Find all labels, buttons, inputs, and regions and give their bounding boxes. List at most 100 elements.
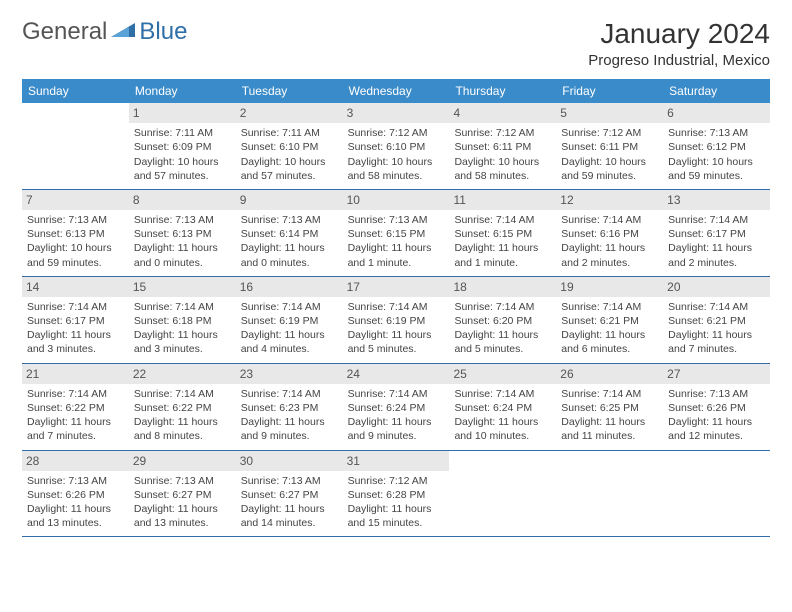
sunset-text: Sunset: 6:15 PM (454, 227, 551, 241)
location: Progreso Industrial, Mexico (588, 52, 770, 69)
daylight-text: Daylight: 10 hours and 59 minutes. (561, 155, 658, 183)
day-number: 9 (236, 190, 343, 210)
day-number: 18 (449, 277, 556, 297)
day-cell: 12Sunrise: 7:14 AMSunset: 6:16 PMDayligh… (556, 190, 663, 276)
day-number: 29 (129, 451, 236, 471)
day-cell: 23 Sunrise: 7:14 AMSunset: 6:23 PMDayligh… (236, 364, 343, 450)
day-info: Sunrise: 7:14 AMSunset: 6:17 PMDaylight:… (26, 300, 125, 357)
day-cell: 20Sunrise: 7:14 AMSunset: 6:21 PMDayligh… (663, 277, 770, 363)
day-number: 5 (556, 103, 663, 123)
daylight-text: Daylight: 10 hours and 57 minutes. (134, 155, 231, 183)
sunset-text: Sunset: 6:21 PM (561, 314, 658, 328)
day-cell: 19 Sunrise: 7:14 AMSunset: 6:21 PMDayligh… (556, 277, 663, 363)
weeks-container: 1Sunrise: 7:11 AMSunset: 6:09 PMDaylight… (22, 103, 770, 537)
sunrise-text: Sunrise: 7:13 AM (27, 213, 124, 227)
sunset-text: Sunset: 6:13 PM (134, 227, 231, 241)
sunset-text: Sunset: 6:18 PM (134, 314, 231, 328)
sunset-text: Sunset: 6:19 PM (241, 314, 338, 328)
day-number: 8 (129, 190, 236, 210)
sunrise-text: Sunrise: 7:13 AM (134, 213, 231, 227)
sunrise-text: Sunrise: 7:12 AM (348, 474, 445, 488)
daylight-text: Daylight: 11 hours and 15 minutes. (348, 502, 445, 530)
day-number: 15 (129, 277, 236, 297)
day-cell: 3Sunrise: 7:12 AMSunset: 6:10 PMDaylight… (343, 103, 450, 189)
day-info: Sunrise: 7:14 AMSunset: 6:22 PMDaylight:… (133, 387, 232, 444)
sunrise-text: Sunrise: 7:14 AM (454, 387, 551, 401)
day-cell: 22Sunrise: 7:14 AMSunset: 6:22 PMDayligh… (129, 364, 236, 450)
sunrise-text: Sunrise: 7:14 AM (241, 300, 338, 314)
calendar: Sunday Monday Tuesday Wednesday Thursday… (22, 79, 770, 537)
daylight-text: Daylight: 11 hours and 1 minute. (348, 241, 445, 269)
daylight-text: Daylight: 11 hours and 5 minutes. (454, 328, 551, 356)
day-cell: 31Sunrise: 7:12 AMSunset: 6:28 PMDayligh… (343, 451, 450, 537)
daylight-text: Daylight: 11 hours and 9 minutes. (241, 415, 338, 443)
day-number: 23 (236, 364, 343, 384)
daylight-text: Daylight: 10 hours and 58 minutes. (348, 155, 445, 183)
sunset-text: Sunset: 6:12 PM (668, 140, 765, 154)
sunrise-text: Sunrise: 7:14 AM (134, 387, 231, 401)
day-info: Sunrise: 7:14 AMSunset: 6:20 PMDaylight:… (453, 300, 552, 357)
sunset-text: Sunset: 6:27 PM (241, 488, 338, 502)
sunset-text: Sunset: 6:10 PM (348, 140, 445, 154)
sunrise-text: Sunrise: 7:14 AM (561, 387, 658, 401)
day-cell: 16Sunrise: 7:14 AMSunset: 6:19 PMDayligh… (236, 277, 343, 363)
weekday-header: Tuesday (236, 79, 343, 103)
day-cell (449, 451, 556, 537)
daylight-text: Daylight: 11 hours and 13 minutes. (134, 502, 231, 530)
day-cell: 29Sunrise: 7:13 AMSunset: 6:27 PMDayligh… (129, 451, 236, 537)
day-info: Sunrise: 7:14 AMSunset: 6:17 PMDaylight:… (667, 213, 766, 270)
daylight-text: Daylight: 10 hours and 57 minutes. (241, 155, 338, 183)
day-info: Sunrise: 7:14 AMSunset: 6:21 PMDaylight:… (560, 300, 659, 357)
sunset-text: Sunset: 6:11 PM (454, 140, 551, 154)
daylight-text: Daylight: 10 hours and 59 minutes. (27, 241, 124, 269)
day-cell: 1Sunrise: 7:11 AMSunset: 6:09 PMDaylight… (129, 103, 236, 189)
daylight-text: Daylight: 11 hours and 3 minutes. (27, 328, 124, 356)
day-cell: 17Sunrise: 7:14 AMSunset: 6:19 PMDayligh… (343, 277, 450, 363)
daylight-text: Daylight: 10 hours and 59 minutes. (668, 155, 765, 183)
day-number: 14 (22, 277, 129, 297)
sunrise-text: Sunrise: 7:14 AM (668, 300, 765, 314)
sunset-text: Sunset: 6:17 PM (27, 314, 124, 328)
day-info: Sunrise: 7:14 AMSunset: 6:21 PMDaylight:… (667, 300, 766, 357)
day-number: 28 (22, 451, 129, 471)
day-cell: 11Sunrise: 7:14 AMSunset: 6:15 PMDayligh… (449, 190, 556, 276)
day-number: 26 (556, 364, 663, 384)
day-info: Sunrise: 7:14 AMSunset: 6:25 PMDaylight:… (560, 387, 659, 444)
day-cell: 24Sunrise: 7:14 AMSunset: 6:24 PMDayligh… (343, 364, 450, 450)
day-number: 21 (22, 364, 129, 384)
weekday-header: Saturday (663, 79, 770, 103)
day-info: Sunrise: 7:13 AMSunset: 6:15 PMDaylight:… (347, 213, 446, 270)
day-number: 19 (556, 277, 663, 297)
sunrise-text: Sunrise: 7:14 AM (454, 213, 551, 227)
sunset-text: Sunset: 6:15 PM (348, 227, 445, 241)
day-number: 16 (236, 277, 343, 297)
day-info: Sunrise: 7:12 AMSunset: 6:28 PMDaylight:… (347, 474, 446, 531)
logo-text-general: General (22, 18, 107, 46)
day-info: Sunrise: 7:14 AMSunset: 6:23 PMDaylight:… (240, 387, 339, 444)
day-number: 27 (663, 364, 770, 384)
sunrise-text: Sunrise: 7:14 AM (348, 300, 445, 314)
day-info: Sunrise: 7:13 AMSunset: 6:27 PMDaylight:… (240, 474, 339, 531)
day-info: Sunrise: 7:13 AMSunset: 6:26 PMDaylight:… (667, 387, 766, 444)
day-info: Sunrise: 7:11 AMSunset: 6:10 PMDaylight:… (240, 126, 339, 183)
sunrise-text: Sunrise: 7:13 AM (27, 474, 124, 488)
daylight-text: Daylight: 11 hours and 6 minutes. (561, 328, 658, 356)
sunrise-text: Sunrise: 7:14 AM (668, 213, 765, 227)
daylight-text: Daylight: 11 hours and 5 minutes. (348, 328, 445, 356)
day-info: Sunrise: 7:13 AMSunset: 6:14 PMDaylight:… (240, 213, 339, 270)
day-number: 10 (343, 190, 450, 210)
day-cell (663, 451, 770, 537)
daylight-text: Daylight: 11 hours and 7 minutes. (27, 415, 124, 443)
weekday-header: Monday (129, 79, 236, 103)
daylight-text: Daylight: 11 hours and 1 minute. (454, 241, 551, 269)
day-number: 7 (22, 190, 129, 210)
sunset-text: Sunset: 6:21 PM (668, 314, 765, 328)
sunset-text: Sunset: 6:22 PM (27, 401, 124, 415)
sunrise-text: Sunrise: 7:14 AM (561, 213, 658, 227)
sunset-text: Sunset: 6:24 PM (348, 401, 445, 415)
daylight-text: Daylight: 11 hours and 2 minutes. (561, 241, 658, 269)
daylight-text: Daylight: 11 hours and 2 minutes. (668, 241, 765, 269)
day-info: Sunrise: 7:12 AMSunset: 6:10 PMDaylight:… (347, 126, 446, 183)
sunrise-text: Sunrise: 7:14 AM (27, 300, 124, 314)
daylight-text: Daylight: 11 hours and 13 minutes. (27, 502, 124, 530)
